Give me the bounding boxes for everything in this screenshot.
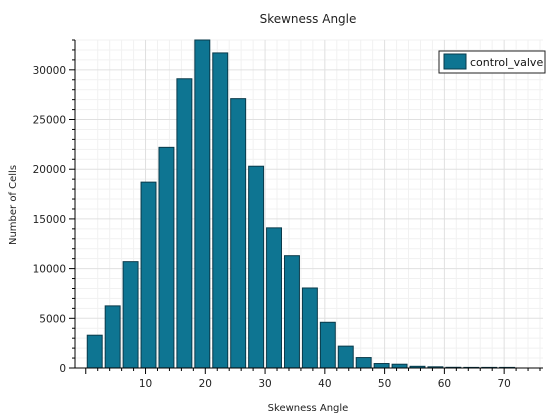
- y-tick-label: 10000: [33, 264, 66, 276]
- y-tick-label: 5000: [39, 313, 66, 325]
- legend-label: control_valve: [470, 56, 543, 69]
- y-tick-label: 0: [59, 363, 66, 375]
- histogram-bar: [248, 165, 265, 369]
- histogram-bar: [319, 321, 336, 369]
- x-tick-label: 40: [318, 378, 331, 390]
- histogram-bar: [266, 227, 283, 369]
- histogram-bar: [194, 39, 211, 369]
- tick-labels: 10 20 30 40 50 60 70 0 5000 10000 15000 20000 25000 3…: [33, 65, 511, 390]
- histogram-bar: [158, 146, 175, 369]
- chart-title: Skewness Angle: [260, 12, 357, 26]
- histogram-bar: [230, 98, 247, 369]
- x-axis-label: Skewness Angle: [268, 403, 349, 414]
- x-tick-label: 50: [378, 378, 391, 390]
- bars: [86, 39, 516, 369]
- histogram-bar: [176, 78, 193, 369]
- histogram-bar: [122, 261, 139, 369]
- histogram-bar: [355, 357, 372, 369]
- y-tick-label: 15000: [33, 214, 66, 226]
- axes: [69, 39, 543, 374]
- x-tick-label: 60: [438, 378, 451, 390]
- y-tick-label: 25000: [33, 115, 66, 127]
- histogram-bar: [391, 363, 408, 369]
- x-tick-label: 30: [258, 378, 271, 390]
- x-tick-label: 20: [199, 378, 212, 390]
- legend: control_valve: [438, 50, 546, 74]
- y-axis-label: Number of Cells: [8, 165, 19, 245]
- histogram-bar: [212, 52, 229, 369]
- histogram-bar: [283, 255, 300, 369]
- histogram-bar: [86, 334, 103, 369]
- histogram-bar: [373, 363, 390, 369]
- histogram-bar: [140, 181, 157, 369]
- histogram-bar: [104, 305, 121, 369]
- legend-swatch: [443, 53, 467, 70]
- y-tick-label: 20000: [33, 164, 66, 176]
- x-tick-label: 70: [497, 378, 510, 390]
- histogram-bar: [301, 287, 318, 369]
- histogram-bar: [337, 345, 354, 369]
- y-tick-label: 30000: [33, 65, 66, 77]
- x-tick-label: 10: [139, 378, 152, 390]
